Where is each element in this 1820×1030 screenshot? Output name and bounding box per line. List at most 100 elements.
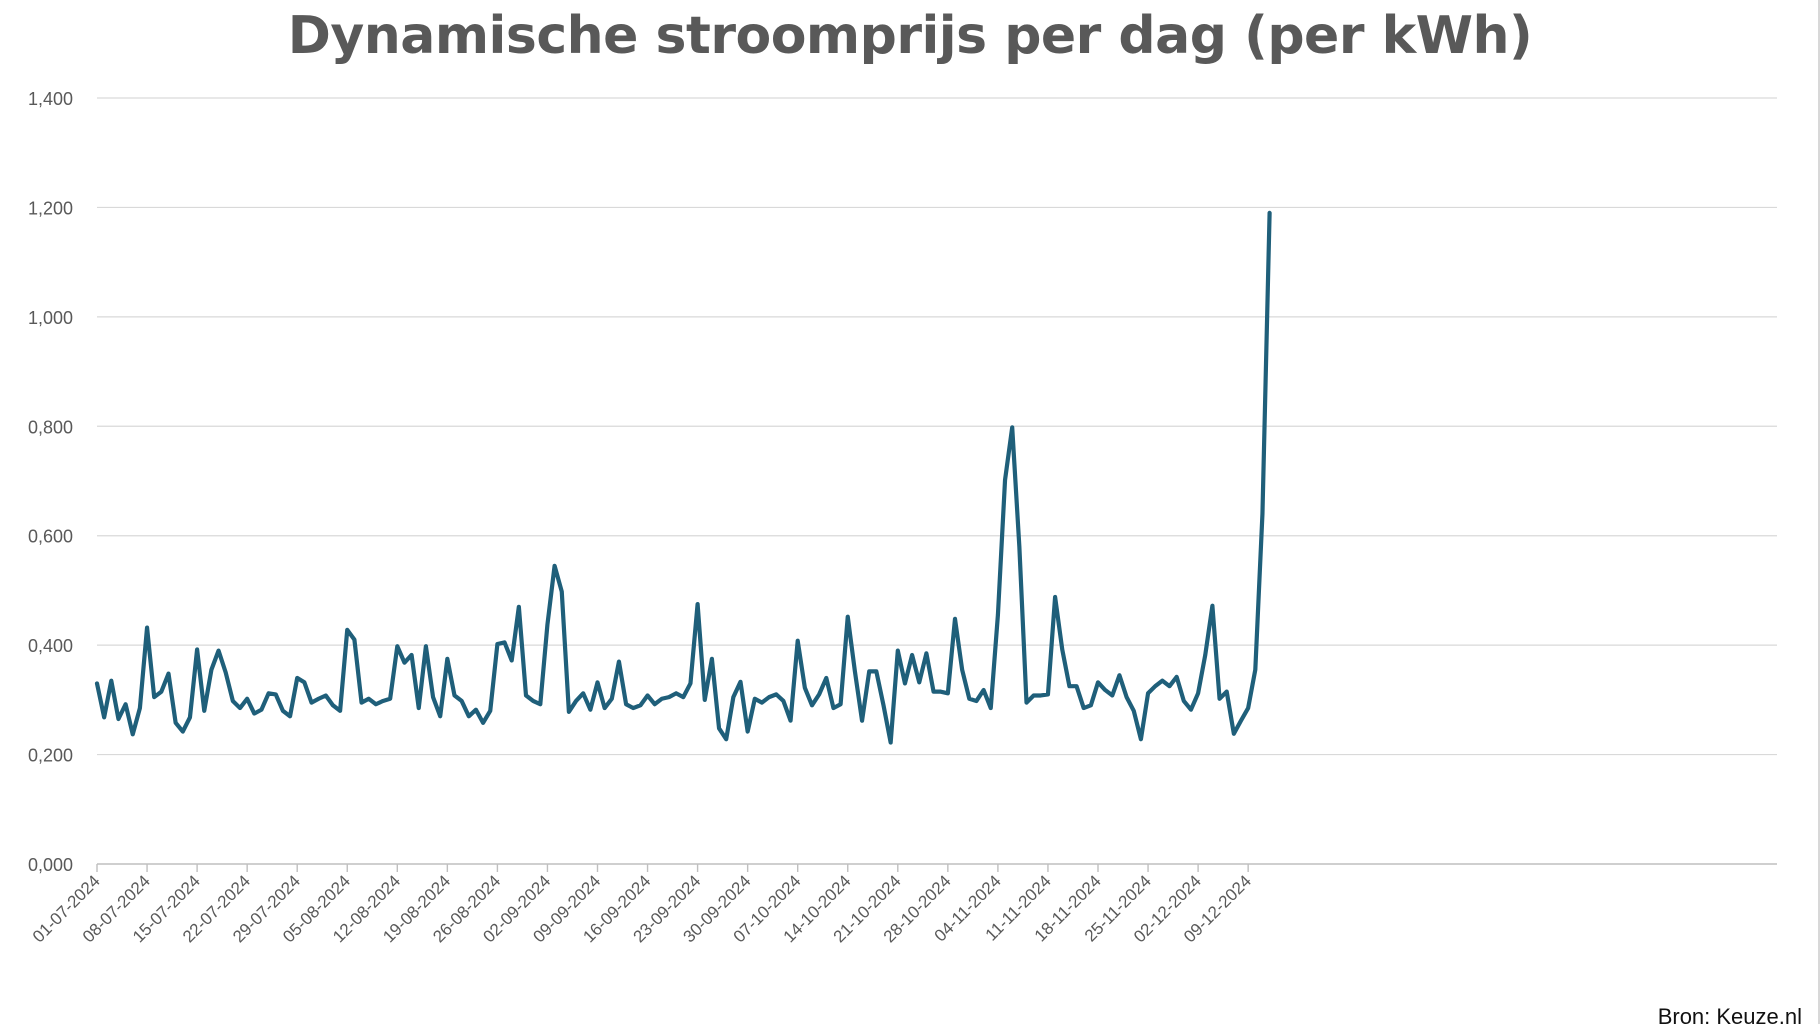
data-point xyxy=(1125,695,1129,699)
data-point xyxy=(381,699,385,703)
data-point xyxy=(703,698,707,702)
data-point xyxy=(202,709,206,713)
data-point xyxy=(138,706,142,710)
data-point xyxy=(1139,737,1143,741)
data-point xyxy=(1218,697,1222,701)
data-point xyxy=(245,697,249,701)
data-point xyxy=(1025,701,1029,705)
data-point xyxy=(974,699,978,703)
data-point xyxy=(724,737,728,741)
data-point xyxy=(310,701,314,705)
data-point xyxy=(624,702,628,706)
data-point xyxy=(932,690,936,694)
data-point xyxy=(116,717,120,721)
y-tick-label: 1,200 xyxy=(28,198,73,218)
source-note: Bron: Keuze.nl xyxy=(1657,1004,1802,1029)
gridlines xyxy=(97,97,1777,756)
data-point xyxy=(803,686,807,690)
data-point xyxy=(924,651,928,655)
y-tick-label: 0,400 xyxy=(28,636,73,656)
data-point xyxy=(796,639,800,643)
data-point xyxy=(453,693,457,697)
data-point xyxy=(538,702,542,706)
data-point xyxy=(209,668,213,672)
data-point xyxy=(1096,680,1100,684)
data-point xyxy=(760,701,764,705)
data-point xyxy=(681,695,685,699)
data-point xyxy=(810,703,814,707)
data-point xyxy=(331,703,335,707)
data-point xyxy=(231,699,235,703)
data-point xyxy=(996,613,1000,617)
data-point xyxy=(1103,688,1107,692)
data-point xyxy=(95,681,99,685)
data-point xyxy=(817,692,821,696)
x-axis: 01-07-202408-07-202415-07-202422-07-2024… xyxy=(29,863,1777,946)
data-point xyxy=(1182,699,1186,703)
data-point xyxy=(402,661,406,665)
data-point xyxy=(910,653,914,657)
data-point xyxy=(1039,693,1043,697)
data-point xyxy=(131,732,135,736)
data-point xyxy=(603,706,607,710)
data-point xyxy=(374,702,378,706)
data-point xyxy=(1153,684,1157,688)
data-point xyxy=(109,679,113,683)
data-point xyxy=(646,693,650,697)
data-point xyxy=(281,709,285,713)
data-point xyxy=(238,706,242,710)
data-point xyxy=(1146,691,1150,695)
data-point xyxy=(982,688,986,692)
data-point xyxy=(889,741,893,745)
data-point xyxy=(431,695,435,699)
data-point xyxy=(960,668,964,672)
data-point xyxy=(424,644,428,648)
data-point xyxy=(967,697,971,701)
data-point xyxy=(188,715,192,719)
data-point xyxy=(567,710,571,714)
data-point xyxy=(367,697,371,701)
data-point xyxy=(1010,425,1014,429)
data-point xyxy=(352,638,356,642)
data-point xyxy=(1175,675,1179,679)
data-point xyxy=(581,691,585,695)
data-point xyxy=(417,706,421,710)
data-point xyxy=(1082,706,1086,710)
data-point xyxy=(874,669,878,673)
data-point xyxy=(588,708,592,712)
data-point xyxy=(610,697,614,701)
data-point xyxy=(882,703,886,707)
data-point xyxy=(1067,684,1071,688)
data-point xyxy=(867,669,871,673)
data-point xyxy=(1046,692,1050,696)
data-point xyxy=(167,672,171,676)
data-point xyxy=(831,706,835,710)
y-tick-label: 0,000 xyxy=(28,855,73,875)
data-point xyxy=(989,706,993,710)
data-point xyxy=(460,699,464,703)
data-point xyxy=(753,697,757,701)
data-point xyxy=(739,680,743,684)
data-point xyxy=(288,714,292,718)
data-point xyxy=(1253,668,1257,672)
data-point xyxy=(717,726,721,730)
data-point xyxy=(388,697,392,701)
y-tick-label: 1,000 xyxy=(28,308,73,328)
data-point xyxy=(474,708,478,712)
data-point xyxy=(445,657,449,661)
data-point xyxy=(1017,545,1021,549)
data-point xyxy=(195,648,199,652)
chart-title: Dynamische stroomprijs per dag (per kWh) xyxy=(287,6,1533,66)
data-point xyxy=(953,617,957,621)
data-point xyxy=(1168,684,1172,688)
data-point xyxy=(946,691,950,695)
data-point xyxy=(1160,679,1164,683)
y-tick-label: 0,800 xyxy=(28,417,73,437)
data-point xyxy=(853,669,857,673)
data-point xyxy=(710,657,714,661)
data-point xyxy=(638,703,642,707)
data-point xyxy=(1225,690,1229,694)
data-point xyxy=(274,692,278,696)
data-point xyxy=(553,564,557,568)
data-point xyxy=(267,691,271,695)
